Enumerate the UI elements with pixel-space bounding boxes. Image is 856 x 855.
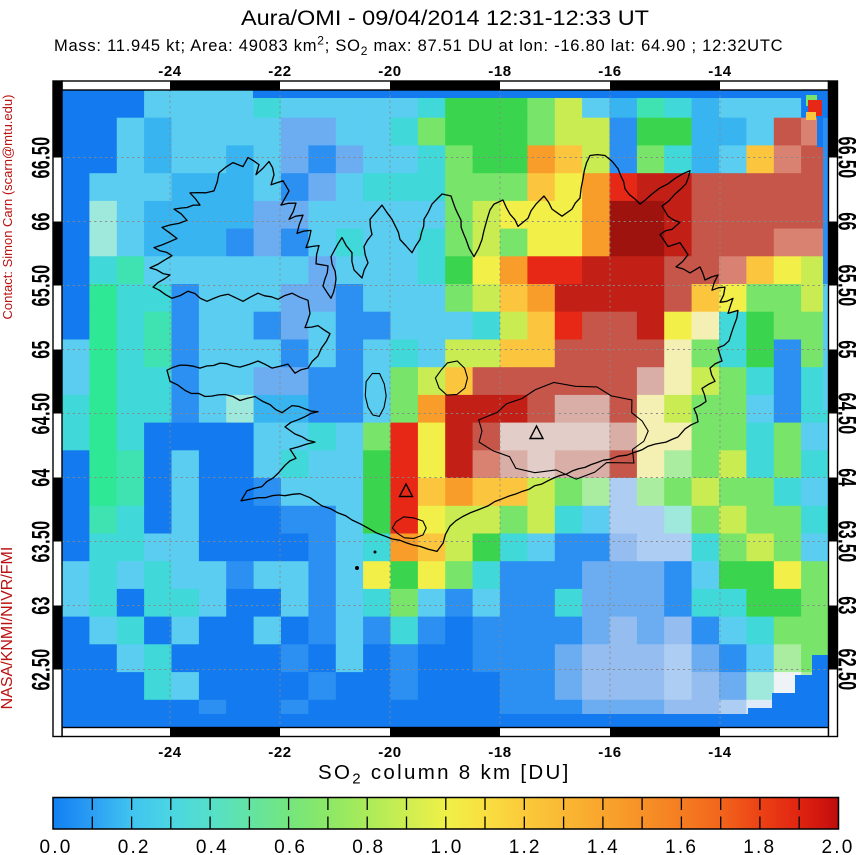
svg-text:0.6: 0.6 — [274, 837, 307, 855]
svg-text:NASA/KNMI/NIVR/FMI: NASA/KNMI/NIVR/FMI — [0, 547, 16, 710]
svg-text:-14: -14 — [708, 744, 732, 761]
svg-text:65: 65 — [833, 340, 856, 359]
svg-text:0.4: 0.4 — [196, 837, 229, 855]
svg-text:1.2: 1.2 — [509, 837, 542, 855]
svg-text:1.0: 1.0 — [430, 837, 463, 855]
svg-text:-24: -24 — [158, 63, 182, 80]
svg-text:-20: -20 — [378, 744, 401, 761]
svg-text:Aura/OMI - 09/04/2014 12:31-12: Aura/OMI - 09/04/2014 12:31-12:33 UT — [241, 7, 649, 30]
svg-text:-20: -20 — [378, 63, 401, 80]
svg-text:1.6: 1.6 — [665, 837, 698, 855]
svg-text:-24: -24 — [158, 744, 182, 761]
svg-text:0.8: 0.8 — [352, 837, 385, 855]
svg-text:65: 65 — [28, 340, 55, 359]
svg-text:0.0: 0.0 — [39, 837, 72, 855]
svg-text:66: 66 — [833, 212, 856, 231]
svg-text:-18: -18 — [488, 744, 511, 761]
svg-text:62.50: 62.50 — [833, 648, 856, 690]
svg-text:64: 64 — [28, 468, 55, 487]
svg-text:1.4: 1.4 — [587, 837, 620, 855]
svg-text:Mass: 11.945 kt; Area: 49083 k: Mass: 11.945 kt; Area: 49083 km2; SO2 ma… — [54, 34, 783, 59]
svg-text:0.2: 0.2 — [118, 837, 151, 855]
svg-text:65.50: 65.50 — [833, 264, 856, 306]
svg-text:-16: -16 — [598, 63, 621, 80]
svg-text:66.50: 66.50 — [833, 136, 856, 178]
svg-text:66.50: 66.50 — [28, 136, 55, 178]
svg-text:62.50: 62.50 — [28, 648, 55, 690]
svg-text:-18: -18 — [488, 63, 511, 80]
svg-text:64.50: 64.50 — [28, 392, 55, 434]
svg-text:2.0: 2.0 — [821, 837, 854, 855]
svg-text:1.8: 1.8 — [743, 837, 776, 855]
svg-text:Contact: Simon Carn (scarn@mtu: Contact: Simon Carn (scarn@mtu.edu) — [0, 95, 15, 320]
svg-text:-14: -14 — [708, 63, 732, 80]
svg-text:66: 66 — [28, 212, 55, 231]
svg-text:63.50: 63.50 — [28, 520, 55, 562]
svg-text:SO2 column 8 km [DU]: SO2 column 8 km [DU] — [318, 761, 571, 788]
svg-text:65.50: 65.50 — [28, 264, 55, 306]
svg-text:64.50: 64.50 — [833, 392, 856, 434]
svg-text:-16: -16 — [598, 744, 621, 761]
svg-text:64: 64 — [833, 468, 856, 487]
svg-text:-22: -22 — [268, 63, 291, 80]
svg-text:63: 63 — [833, 596, 856, 615]
svg-text:63.50: 63.50 — [833, 520, 856, 562]
svg-text:-22: -22 — [268, 744, 291, 761]
svg-text:63: 63 — [28, 596, 55, 615]
